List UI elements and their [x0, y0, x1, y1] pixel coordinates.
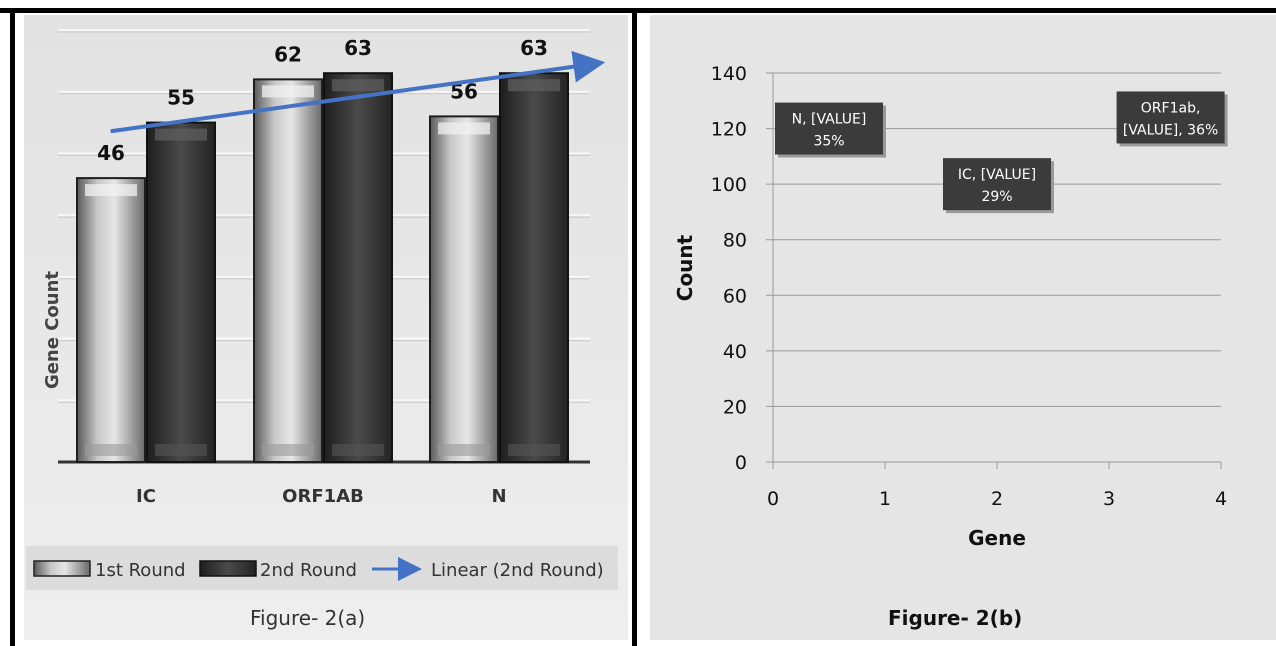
- data-label: 63: [520, 36, 548, 60]
- figure-2b-caption: Figure- 2(b): [888, 606, 1023, 630]
- y-tick-label: 40: [723, 341, 747, 363]
- bar-bevel-top: [85, 184, 137, 197]
- frame-left-border: [10, 8, 15, 646]
- frame-divider: [632, 8, 637, 646]
- data-label: 55: [167, 86, 195, 110]
- y-tick-label: 80: [723, 230, 747, 252]
- x-tick-label: ORF1AB: [282, 486, 364, 507]
- bar-bevel-top: [155, 128, 207, 141]
- callout-text-line2: 29%: [981, 189, 1012, 205]
- bar-bevel-top: [438, 122, 490, 135]
- callout-text-line1: IC, [VALUE]: [958, 167, 1036, 183]
- legend: 1st Round 2nd Round Linear (2nd Round): [26, 546, 618, 590]
- callout-text-line2: 35%: [813, 134, 844, 150]
- y-tick-label: 60: [723, 285, 747, 307]
- bar-round1: [76, 177, 146, 463]
- data-callout: IC, [VALUE] 29%: [943, 158, 1054, 214]
- bar-round2: [499, 72, 569, 463]
- y-tick-label: 140: [711, 63, 747, 85]
- legend-label-round1: 1st Round: [95, 560, 186, 581]
- x-tick-label: 1: [879, 488, 891, 510]
- y-tick-label: 100: [711, 174, 747, 196]
- x-tick-label: N: [491, 486, 506, 507]
- data-callout: N, [VALUE] 35%: [775, 102, 886, 158]
- callout-text-line1: N, [VALUE]: [792, 112, 867, 128]
- x-axis-label: Gene: [968, 526, 1026, 550]
- x-tick-label: 3: [1103, 488, 1115, 510]
- bar-bevel-bottom: [262, 444, 314, 456]
- bar-bevel-top: [508, 79, 560, 92]
- bar-bevel-bottom: [332, 444, 384, 456]
- trendline: [110, 50, 606, 134]
- bar-round2: [323, 72, 393, 463]
- data-label: 46: [97, 141, 125, 165]
- data-label: 63: [344, 36, 372, 60]
- y-tick-label: 20: [723, 396, 747, 418]
- bar-bevel-bottom: [508, 444, 560, 456]
- y-tick-label: 120: [711, 119, 747, 141]
- legend-swatch-round1: [33, 560, 91, 577]
- callout-box: [1116, 91, 1225, 144]
- figure-2a-caption: Figure- 2(a): [250, 606, 366, 630]
- y-axis-label-count: Count: [673, 234, 697, 301]
- bar-bevel-bottom: [438, 444, 490, 456]
- frame-top-border: [0, 8, 1276, 13]
- bar-bevel-bottom: [85, 444, 137, 456]
- x-tick-label: 2: [991, 488, 1003, 510]
- data-callout: ORF1ab, [VALUE], 36%: [1116, 91, 1228, 147]
- bar-round1: [253, 78, 323, 463]
- legend-label-round2: 2nd Round: [260, 560, 357, 581]
- x-tick-label: 0: [767, 488, 779, 510]
- callout-text-line1: ORF1ab,: [1141, 100, 1201, 116]
- legend-swatch-round2: [199, 560, 257, 577]
- callout-box: [943, 158, 1051, 211]
- bar-round1: [429, 115, 499, 464]
- bar-bevel-top: [332, 79, 384, 92]
- callout-text-line2: [VALUE], 36%: [1123, 122, 1218, 138]
- legend-label-trendline: Linear (2nd Round): [431, 560, 604, 581]
- data-label: 62: [274, 42, 302, 66]
- bar-bevel-top: [262, 85, 314, 98]
- bar-bevel-bottom: [155, 444, 207, 456]
- y-tick-label: 0: [735, 452, 747, 474]
- callout-box: [775, 102, 883, 155]
- x-tick-label: 4: [1215, 488, 1227, 510]
- x-tick-label: IC: [136, 486, 156, 507]
- y-axis-label: Gene Count: [42, 271, 63, 389]
